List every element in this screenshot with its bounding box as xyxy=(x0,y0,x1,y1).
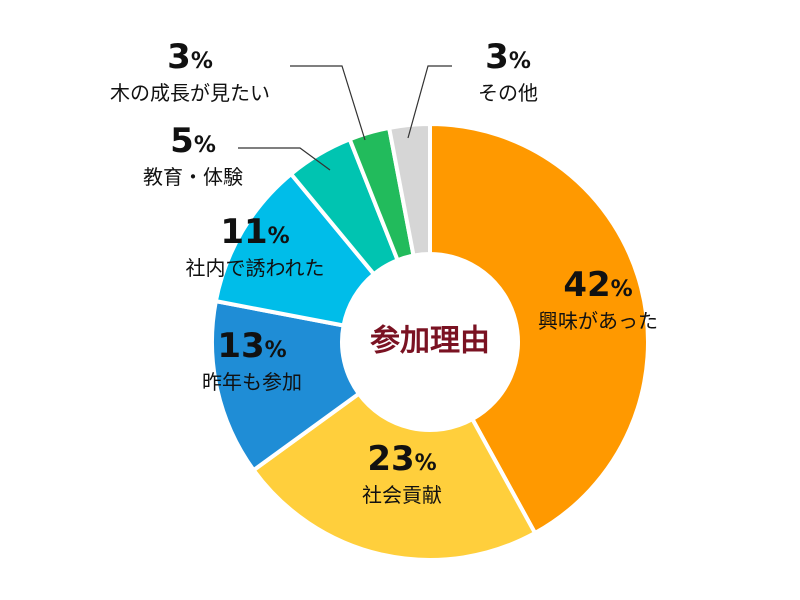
data-label-value-7: 3% xyxy=(485,37,531,77)
data-label-category-3: 昨年も参加 xyxy=(202,370,302,394)
center-label: 参加理由 xyxy=(370,324,490,359)
leader-lines-group xyxy=(238,65,452,171)
pie-slice-2 xyxy=(251,391,538,562)
leader-line-7 xyxy=(407,65,452,139)
labels-group: 42% 興味があった 23% 社会貢献 13% 昨年も参加 11% 社内で誘われた 5% 教育・体… xyxy=(110,37,658,507)
pie-slice-3 xyxy=(210,299,361,473)
data-label-value-4: 11% xyxy=(220,212,289,252)
data-label-value-1: 42% xyxy=(563,265,632,305)
data-label-category-6: 木の成長が見たい xyxy=(110,81,270,105)
pie-slice-4 xyxy=(213,172,376,328)
data-label-value-2: 23% xyxy=(367,439,436,479)
data-label-category-4: 社内で誘われた xyxy=(186,256,325,280)
data-label-value-5: 5% xyxy=(170,121,216,161)
data-label-category-7: その他 xyxy=(478,81,538,105)
leader-line-5 xyxy=(238,147,331,171)
data-label-value-3: 13% xyxy=(217,326,286,366)
leader-line-6 xyxy=(290,65,366,141)
pie-slice-1 xyxy=(428,122,650,536)
pie-slice-7 xyxy=(387,122,432,258)
data-label-category-1: 興味があった xyxy=(538,309,658,333)
data-label-category-5: 教育・体験 xyxy=(143,165,243,189)
slices-group xyxy=(210,122,650,562)
data-label-value-6: 3% xyxy=(167,37,213,77)
data-label-category-2: 社会貢献 xyxy=(362,483,442,507)
